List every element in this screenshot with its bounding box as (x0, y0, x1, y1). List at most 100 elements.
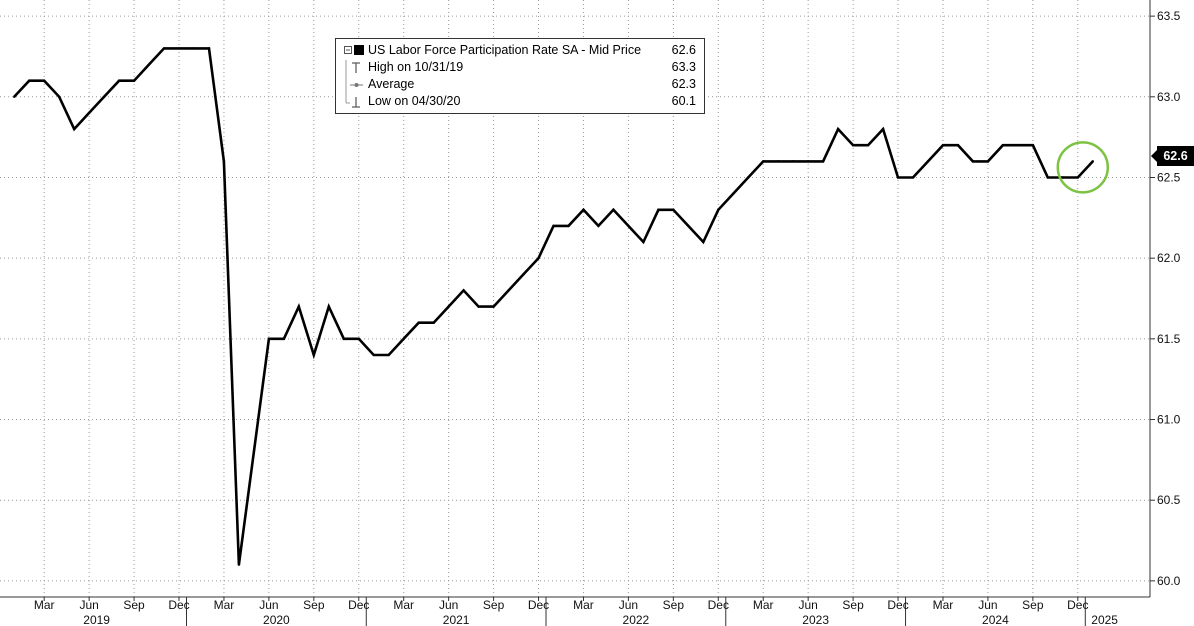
month-tick-label: Dec (887, 598, 908, 612)
average-marker-icon (345, 77, 363, 94)
legend-high-value: 63.3 (671, 60, 696, 74)
data-point (312, 353, 316, 357)
highlight-circle (1056, 141, 1110, 194)
year-tick-label: 2025 (1091, 613, 1118, 626)
data-point (1001, 144, 1005, 147)
data-point (342, 337, 345, 341)
data-point (132, 79, 136, 82)
data-point (522, 273, 525, 276)
data-point (357, 337, 360, 341)
data-point (612, 208, 615, 211)
data-point (896, 176, 900, 179)
year-tick-label: 2023 (802, 613, 829, 626)
y-tick-label: 61.0 (1157, 413, 1181, 427)
month-tick-label: Sep (483, 598, 505, 612)
series-layer (13, 47, 1110, 566)
data-point (147, 63, 151, 66)
y-tick-label: 63.5 (1157, 9, 1181, 23)
data-point (1061, 176, 1065, 179)
legend-high-row: High on 10/31/19 63.3 (336, 60, 704, 77)
month-tick-label: Jun (798, 598, 817, 612)
month-tick-label: Dec (168, 598, 189, 612)
data-point (192, 47, 196, 50)
month-tick-label: Mar (34, 598, 55, 612)
tick-labels: 60.0 60.5 61.0 61.5 62.0 62.5 63.0 63.5 Mar Jun Se… (34, 9, 1181, 626)
data-point (911, 176, 915, 179)
legend-average-value: 62.3 (671, 77, 696, 91)
data-point (1076, 176, 1080, 179)
data-point (28, 79, 31, 82)
data-point (941, 144, 945, 147)
data-point (297, 305, 301, 308)
data-point (162, 47, 166, 50)
data-point (971, 160, 975, 163)
legend-low-label: Low on 04/30/20 (368, 94, 461, 108)
data-point (1016, 144, 1020, 147)
month-tick-label: Jun (79, 598, 98, 612)
data-point (42, 79, 46, 82)
year-tick-label: 2019 (83, 613, 110, 626)
low-marker-icon (345, 94, 360, 108)
data-point (417, 321, 420, 324)
year-tick-label: 2022 (623, 613, 650, 626)
month-tick-label: Mar (753, 598, 774, 612)
data-point (597, 224, 600, 228)
data-point (462, 289, 465, 292)
data-point (821, 160, 825, 163)
data-point (87, 111, 91, 115)
data-point (207, 47, 211, 50)
data-point (851, 144, 855, 147)
data-point (477, 305, 480, 308)
year-tick-label: 2021 (443, 613, 470, 626)
series-line (13, 47, 1094, 565)
month-tick-label: Sep (303, 598, 325, 612)
data-point (507, 289, 510, 292)
month-tick-label: Mar (933, 598, 954, 612)
data-point (552, 224, 555, 228)
month-tick-label: Sep (842, 598, 864, 612)
legend-low-value: 60.1 (671, 94, 696, 108)
data-point (687, 224, 690, 228)
data-point (177, 47, 181, 50)
month-tick-label: Dec (348, 598, 369, 612)
data-point (747, 176, 750, 179)
legend-low-row: Low on 04/30/20 60.1 (336, 94, 704, 111)
legend-collapse-icon (344, 45, 364, 55)
data-point (222, 160, 226, 163)
month-tick-label: Jun (619, 598, 638, 612)
data-point (13, 95, 16, 99)
data-point (102, 95, 106, 99)
data-point (267, 337, 271, 341)
data-point (57, 95, 61, 99)
year-tick-label: 2024 (982, 613, 1009, 626)
legend-series-value: 62.6 (671, 43, 696, 57)
data-point (762, 160, 765, 163)
data-point (567, 224, 570, 228)
legend-series-row: US Labor Force Participation Rate SA - M… (336, 43, 704, 60)
data-point (402, 337, 405, 341)
y-tick-label: 63.0 (1157, 90, 1181, 104)
data-point (732, 192, 735, 195)
data-point (926, 160, 930, 163)
axes (0, 0, 1155, 626)
month-tick-label: Mar (573, 598, 594, 612)
data-point (117, 79, 121, 82)
legend-high-label: High on 10/31/19 (368, 60, 464, 74)
data-point (777, 160, 780, 163)
data-point (791, 160, 795, 163)
data-point (642, 240, 645, 244)
legend-average-label: Average (368, 77, 415, 91)
data-point (657, 208, 660, 211)
data-point (881, 127, 885, 131)
data-point (327, 305, 331, 308)
data-point (372, 353, 375, 357)
data-point (537, 256, 540, 260)
y-tick-label: 60.0 (1157, 574, 1181, 588)
data-point (672, 208, 675, 211)
data-point (717, 208, 720, 211)
month-tick-label: Dec (1067, 598, 1088, 612)
year-tick-label: 2020 (263, 613, 290, 626)
y-tick-label: 62.0 (1157, 251, 1181, 265)
month-tick-label: Jun (259, 598, 278, 612)
